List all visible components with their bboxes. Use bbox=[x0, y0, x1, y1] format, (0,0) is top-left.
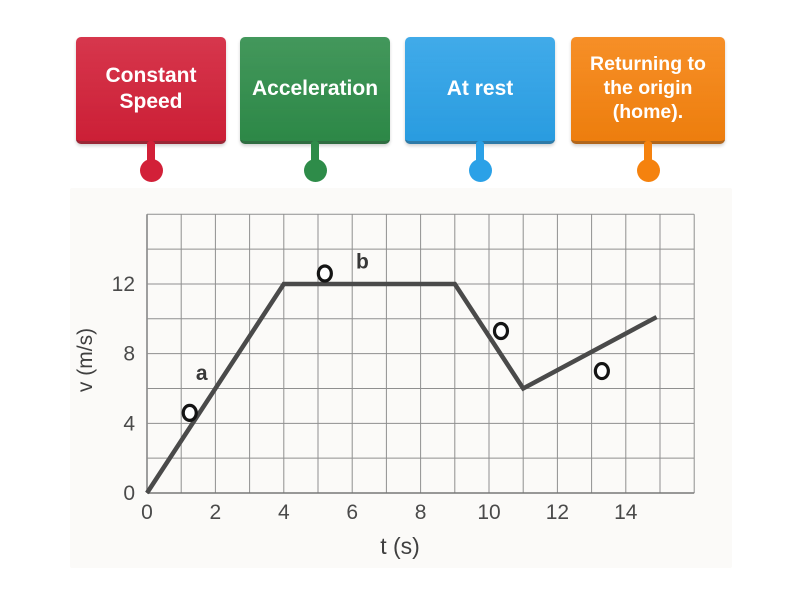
pin-stem bbox=[644, 141, 652, 169]
pin-ball bbox=[468, 159, 492, 182]
y-tick-label: 0 bbox=[123, 482, 135, 505]
pin-ball bbox=[636, 159, 660, 182]
pin-ball bbox=[303, 159, 327, 182]
answer-card[interactable]: Constant Speed bbox=[76, 37, 226, 144]
x-tick-label: 10 bbox=[477, 501, 500, 524]
x-tick-label: 8 bbox=[415, 501, 427, 524]
y-tick-label: 8 bbox=[123, 343, 135, 366]
x-tick-label: 2 bbox=[210, 501, 222, 524]
grid bbox=[146, 213, 695, 494]
y-axis-title: v (m/s) bbox=[74, 328, 97, 392]
answer-card-label: Constant Speed bbox=[105, 64, 197, 113]
answer-card[interactable]: At rest bbox=[405, 37, 555, 144]
answer-card-at-rest: At rest bbox=[405, 37, 555, 182]
answer-card[interactable]: Acceleration bbox=[240, 37, 390, 144]
axis-labels: 0 2 4 6 8 10 12 14 0 4 8 12 t (s) v (m/s) bbox=[74, 273, 638, 559]
x-tick-label: 14 bbox=[614, 501, 638, 524]
pin-stem bbox=[476, 141, 484, 169]
answer-card-returning-origin: Returning to the origin (home). bbox=[571, 37, 725, 182]
pin-stem bbox=[311, 141, 319, 169]
answer-spot-marker[interactable] bbox=[492, 321, 510, 341]
segment-letter: a bbox=[196, 362, 208, 385]
answer-card-label: Acceleration bbox=[251, 77, 379, 101]
answer-spot-marker[interactable] bbox=[181, 403, 198, 422]
segment-letter: b bbox=[356, 250, 369, 273]
pin-ball bbox=[139, 159, 163, 182]
y-tick-label: 12 bbox=[112, 273, 135, 296]
x-tick-label: 0 bbox=[141, 501, 153, 524]
pin-stem bbox=[147, 141, 155, 169]
graph-panel: 0 2 4 6 8 10 12 14 0 4 8 12 t (s) v (m/s) a b bbox=[70, 188, 732, 568]
velocity-line bbox=[145, 281, 658, 495]
answer-card-acceleration: Acceleration bbox=[240, 37, 390, 182]
x-tick-label: 6 bbox=[346, 501, 358, 524]
x-tick-label: 12 bbox=[546, 501, 569, 524]
answer-spots bbox=[181, 264, 610, 422]
x-axis-title: t (s) bbox=[380, 533, 420, 559]
segment-letters: ab bbox=[196, 250, 369, 384]
y-tick-label: 4 bbox=[123, 412, 135, 435]
answer-card[interactable]: Returning to the origin (home). bbox=[571, 37, 725, 144]
answer-card-label: Returning to the origin (home). bbox=[590, 53, 706, 123]
answer-spot-marker[interactable] bbox=[316, 264, 333, 283]
answer-spot-marker[interactable] bbox=[593, 361, 610, 381]
answer-card-constant-speed: Constant Speed bbox=[76, 37, 226, 182]
x-tick-label: 4 bbox=[278, 501, 290, 524]
answer-card-label: At rest bbox=[446, 77, 514, 101]
